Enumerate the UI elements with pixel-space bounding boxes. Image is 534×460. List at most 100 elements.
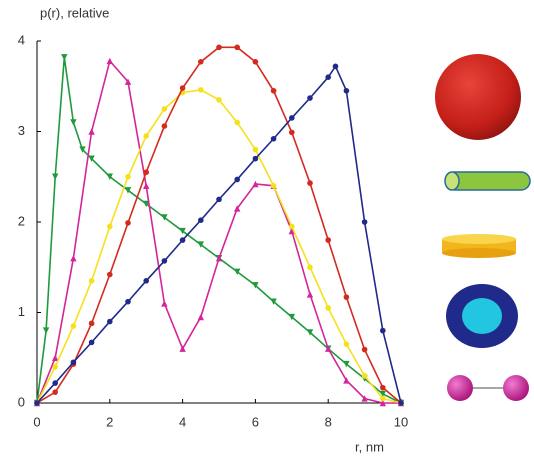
point bbox=[306, 329, 314, 336]
point bbox=[325, 345, 332, 352]
point bbox=[52, 380, 58, 386]
point bbox=[125, 173, 131, 180]
point bbox=[107, 271, 113, 278]
x-tick-label: 4 bbox=[179, 414, 186, 429]
x-tick-label: 0 bbox=[33, 414, 40, 429]
dumbbell-ball bbox=[447, 375, 473, 401]
point bbox=[216, 97, 222, 103]
point bbox=[179, 237, 186, 243]
point bbox=[42, 327, 50, 334]
point bbox=[361, 373, 368, 379]
point bbox=[325, 305, 332, 311]
x-tick-label: 8 bbox=[325, 414, 332, 429]
point bbox=[88, 339, 95, 346]
point bbox=[325, 74, 332, 80]
point bbox=[125, 220, 131, 226]
point bbox=[161, 258, 168, 264]
point bbox=[107, 318, 113, 325]
point bbox=[234, 205, 241, 212]
dumbbell-ball bbox=[503, 375, 529, 401]
point bbox=[361, 219, 368, 225]
point bbox=[198, 87, 204, 93]
shape-icons bbox=[435, 54, 531, 401]
point bbox=[70, 359, 77, 366]
rod-end-icon bbox=[444, 171, 460, 191]
point bbox=[398, 400, 404, 406]
point bbox=[124, 187, 132, 194]
point bbox=[197, 241, 204, 248]
point bbox=[289, 129, 295, 136]
point bbox=[179, 345, 186, 352]
point bbox=[107, 223, 113, 230]
y-tick-label: 2 bbox=[18, 213, 25, 228]
point bbox=[216, 44, 222, 51]
disk-top-icon bbox=[442, 234, 516, 244]
point bbox=[216, 196, 222, 203]
point bbox=[288, 313, 295, 321]
point bbox=[143, 133, 149, 139]
point bbox=[61, 54, 68, 61]
x-axis-label: r, nm bbox=[355, 439, 384, 454]
point bbox=[361, 346, 368, 353]
point bbox=[179, 85, 186, 91]
y-tick-label: 4 bbox=[18, 32, 25, 47]
point bbox=[161, 300, 168, 307]
point bbox=[343, 360, 350, 368]
point bbox=[161, 214, 168, 221]
point bbox=[379, 390, 386, 398]
point bbox=[289, 115, 295, 121]
point bbox=[289, 223, 295, 230]
point bbox=[70, 119, 77, 126]
point bbox=[288, 227, 295, 235]
point bbox=[34, 400, 40, 406]
point bbox=[198, 217, 204, 223]
point bbox=[252, 180, 259, 188]
point bbox=[143, 278, 149, 284]
point bbox=[79, 146, 86, 153]
point bbox=[88, 320, 95, 327]
point bbox=[380, 327, 386, 334]
point bbox=[70, 255, 77, 262]
point bbox=[215, 255, 223, 262]
point bbox=[52, 173, 59, 180]
x-tick-label: 6 bbox=[252, 414, 259, 429]
point bbox=[88, 155, 95, 162]
series-line bbox=[36, 59, 401, 404]
point bbox=[234, 119, 240, 126]
point bbox=[234, 268, 241, 275]
point bbox=[125, 298, 131, 305]
point bbox=[307, 95, 313, 101]
point bbox=[161, 106, 168, 112]
x-tick-label: 10 bbox=[394, 414, 408, 429]
point bbox=[270, 135, 277, 142]
point bbox=[234, 44, 240, 51]
point bbox=[252, 59, 259, 65]
point bbox=[52, 354, 59, 361]
point bbox=[198, 59, 204, 65]
x-tick-label: 2 bbox=[106, 414, 113, 429]
series-line bbox=[36, 64, 402, 404]
point bbox=[270, 87, 277, 94]
shell-core-icon bbox=[462, 298, 502, 334]
y-tick-label: 3 bbox=[18, 123, 25, 138]
point bbox=[179, 227, 186, 235]
point bbox=[197, 313, 204, 321]
point bbox=[361, 395, 368, 402]
point bbox=[88, 128, 95, 135]
point bbox=[106, 173, 113, 180]
point bbox=[124, 78, 132, 85]
point bbox=[143, 182, 150, 189]
disk-bottom-icon bbox=[442, 248, 516, 258]
point bbox=[270, 298, 277, 305]
point bbox=[307, 264, 313, 271]
point bbox=[52, 389, 58, 395]
point bbox=[325, 237, 332, 243]
point bbox=[70, 323, 77, 329]
point bbox=[270, 183, 277, 189]
point bbox=[332, 63, 339, 70]
point bbox=[143, 200, 150, 208]
point bbox=[380, 395, 386, 402]
point bbox=[379, 399, 386, 407]
y-tick-label: 1 bbox=[18, 304, 25, 319]
